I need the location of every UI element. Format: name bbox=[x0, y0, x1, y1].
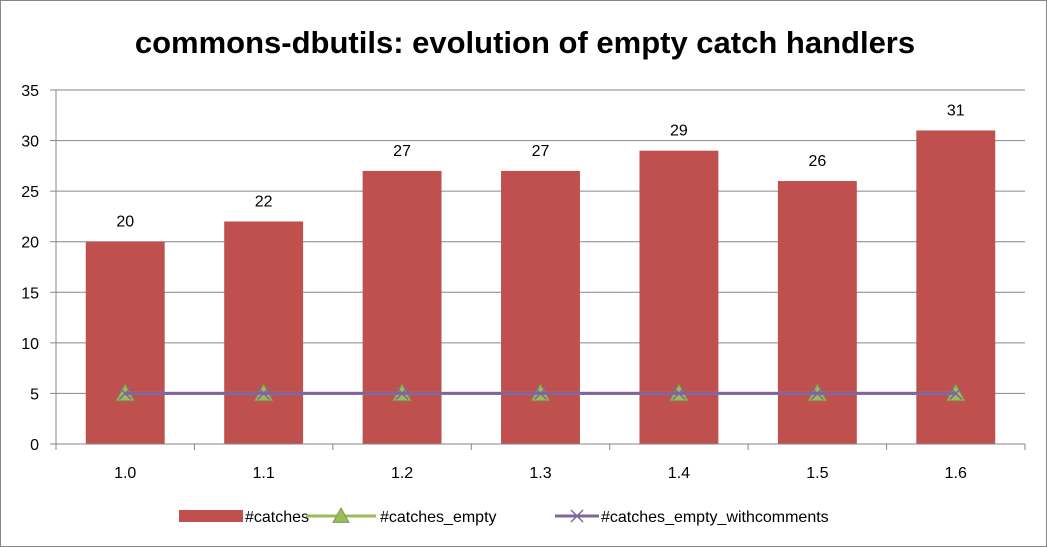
bar bbox=[777, 181, 857, 444]
x-marker bbox=[949, 386, 963, 400]
data-label: 27 bbox=[532, 143, 550, 160]
x-tick-label: 1.3 bbox=[529, 465, 551, 482]
legend-label: #catches_empty bbox=[380, 509, 497, 526]
axes: 0 5 10 15 20 25 30 35 1.0 1.1 1.2 1.3 1.4 1.5 1.6 bbox=[21, 83, 1026, 482]
y-tick-label: 30 bbox=[21, 134, 39, 151]
x-tick-label: 1.2 bbox=[391, 465, 413, 482]
data-label: 31 bbox=[947, 102, 965, 119]
x-marker-stroke bbox=[672, 386, 686, 400]
y-tick-label: 20 bbox=[21, 235, 39, 252]
bar bbox=[501, 170, 580, 444]
legend-swatch-bar bbox=[179, 510, 243, 522]
x-tick-label: 1.0 bbox=[114, 465, 136, 482]
legend: #catches #catches_empty #catches_empty_wit… bbox=[179, 506, 829, 526]
x-tick-label: 1.6 bbox=[945, 465, 967, 482]
x-marker bbox=[118, 386, 132, 400]
x-marker-stroke bbox=[395, 386, 409, 400]
data-label: 26 bbox=[808, 153, 826, 170]
x-marker bbox=[810, 386, 824, 400]
y-tick-label: 0 bbox=[30, 437, 39, 454]
data-label: 29 bbox=[670, 123, 688, 140]
y-tick-label: 10 bbox=[21, 336, 39, 353]
line-series bbox=[115, 383, 966, 402]
y-tick-label: 15 bbox=[21, 285, 39, 302]
x-marker bbox=[257, 386, 271, 400]
y-tick-label: 25 bbox=[21, 184, 39, 201]
x-tick-label: 1.1 bbox=[253, 465, 275, 482]
x-tick-label: 1.4 bbox=[668, 465, 690, 482]
bar bbox=[362, 170, 442, 444]
data-label: 27 bbox=[393, 143, 411, 160]
legend-swatch-marker bbox=[570, 509, 584, 523]
x-marker bbox=[533, 386, 548, 400]
x-marker-stroke bbox=[949, 386, 963, 400]
legend-swatch-marker bbox=[332, 506, 350, 523]
bar-series bbox=[85, 130, 996, 444]
legend-item: #catches bbox=[179, 509, 309, 526]
x-marker bbox=[672, 386, 686, 400]
x-tick-label: 1.5 bbox=[806, 465, 828, 482]
x-marker bbox=[395, 386, 409, 400]
legend-label: #catches_empty_withcomments bbox=[601, 509, 829, 526]
data-labels: 20 22 27 27 29 26 31 bbox=[116, 102, 964, 230]
legend-item: #catches_empty_withcomments bbox=[555, 509, 829, 526]
x-marker-stroke bbox=[810, 386, 824, 400]
x-marker-stroke bbox=[533, 386, 548, 400]
x-marker-stroke bbox=[257, 386, 271, 400]
y-tick-label: 35 bbox=[21, 83, 39, 100]
y-tick-label: 5 bbox=[30, 386, 39, 403]
data-label: 22 bbox=[255, 193, 273, 210]
bar bbox=[85, 241, 165, 444]
chart-title: commons-dbutils: evolution of empty catc… bbox=[135, 25, 915, 60]
legend-label: #catches bbox=[245, 509, 309, 526]
data-label: 20 bbox=[116, 214, 134, 231]
bar bbox=[224, 221, 304, 444]
legend-item: #catches_empty bbox=[306, 506, 497, 526]
x-marker-stroke bbox=[118, 386, 132, 400]
